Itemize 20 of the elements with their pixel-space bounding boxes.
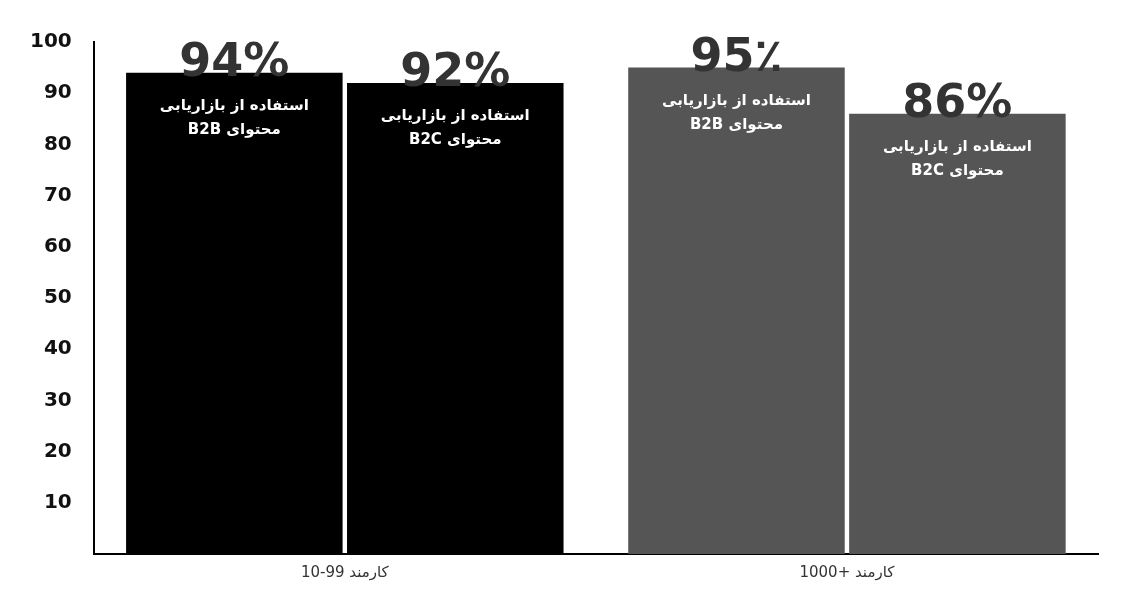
y-tick-label: 40 — [43, 335, 72, 360]
x-tick-label: 10-99 کارمند — [300, 562, 390, 581]
y-tick-label: 30 — [43, 386, 72, 411]
y-tick-label: 70 — [43, 181, 72, 206]
series-label: استفاده از بازاریابی محتوای B2B — [159, 96, 309, 139]
data-label: 86% — [902, 73, 1013, 128]
text: استفاده از بازاریابی محتوای B2B — [661, 90, 811, 133]
y-tick-label: 100 — [30, 28, 72, 53]
series-label: استفاده از بازاریابی محتوای B2C — [882, 137, 1032, 180]
y-tick-label: 60 — [43, 233, 72, 257]
y-tick-label: 10 — [43, 489, 72, 513]
y-tick-label: 90 — [43, 79, 72, 104]
y-tick-label: 80 — [43, 130, 72, 155]
text: استفاده از بازاریابی محتوای B2C — [380, 106, 530, 149]
y-tick-label: 50 — [43, 284, 72, 309]
data-label: 92% — [400, 42, 511, 97]
data-label: 95٪ — [690, 27, 783, 82]
x-tick-label: 1000+ کارمند — [799, 562, 896, 581]
y-tick-label: 20 — [43, 437, 72, 462]
data-label: 94% — [179, 32, 290, 87]
